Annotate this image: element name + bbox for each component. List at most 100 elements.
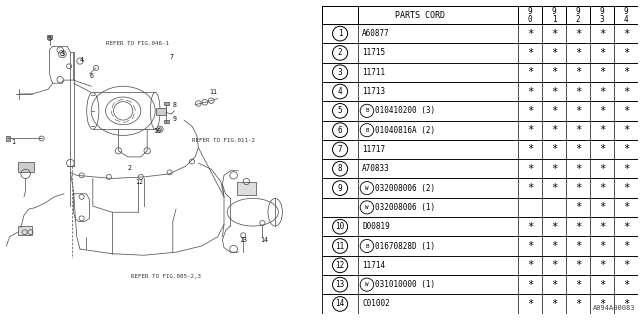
Bar [322, 140, 638, 159]
Text: *: * [575, 260, 581, 270]
Text: 8: 8 [338, 164, 342, 173]
Text: *: * [527, 280, 533, 290]
Text: *: * [575, 67, 581, 77]
Text: 11: 11 [335, 242, 345, 251]
Text: *: * [575, 222, 581, 232]
Text: *: * [623, 183, 629, 193]
Text: 11: 11 [209, 89, 217, 95]
Text: *: * [527, 299, 533, 309]
Bar [322, 294, 638, 314]
Text: *: * [599, 280, 605, 290]
Text: *: * [575, 241, 581, 251]
Text: B: B [365, 108, 369, 113]
Text: 1: 1 [11, 139, 15, 145]
Text: 010410200 (3): 010410200 (3) [375, 106, 435, 115]
Bar [156, 108, 166, 116]
Text: *: * [623, 28, 629, 39]
Text: *: * [527, 183, 533, 193]
Text: C01002: C01002 [362, 300, 390, 308]
Text: *: * [599, 222, 605, 232]
Text: 4: 4 [79, 57, 84, 63]
Text: 9
2: 9 2 [576, 7, 580, 24]
Text: 5: 5 [47, 36, 52, 42]
Text: W: W [365, 205, 369, 210]
Bar [237, 181, 256, 195]
Text: *: * [527, 67, 533, 77]
Text: *: * [551, 222, 557, 232]
Bar [18, 162, 34, 172]
Text: *: * [551, 67, 557, 77]
Text: *: * [623, 299, 629, 309]
Text: *: * [599, 144, 605, 155]
Text: *: * [575, 125, 581, 135]
Text: W: W [365, 186, 369, 191]
Text: *: * [527, 144, 533, 155]
Text: A70833: A70833 [362, 164, 390, 173]
Bar [322, 101, 638, 121]
Bar [322, 275, 638, 294]
Text: *: * [551, 28, 557, 39]
Text: *: * [527, 241, 533, 251]
Bar [322, 43, 638, 63]
Text: *: * [575, 280, 581, 290]
Text: 7: 7 [169, 54, 173, 60]
Text: 3: 3 [338, 68, 342, 77]
Text: REFER TO FIG.085-2,3: REFER TO FIG.085-2,3 [131, 274, 202, 279]
Text: 10: 10 [335, 222, 345, 231]
Text: *: * [527, 28, 533, 39]
Bar [322, 217, 638, 236]
Text: *: * [527, 125, 533, 135]
Text: *: * [599, 202, 605, 212]
Text: 12: 12 [135, 179, 143, 185]
Text: *: * [551, 106, 557, 116]
Text: 12: 12 [335, 261, 345, 270]
Text: 9: 9 [338, 184, 342, 193]
Text: 2: 2 [127, 165, 132, 171]
Bar [322, 63, 638, 82]
Text: *: * [527, 106, 533, 116]
Text: *: * [599, 86, 605, 97]
Text: *: * [551, 241, 557, 251]
Bar [322, 198, 638, 217]
Text: *: * [623, 241, 629, 251]
Text: *: * [599, 28, 605, 39]
Text: 032008006 (2): 032008006 (2) [375, 184, 435, 193]
Text: *: * [575, 28, 581, 39]
Text: 11715: 11715 [362, 48, 385, 57]
Text: 13: 13 [335, 280, 345, 289]
Bar [322, 6, 638, 24]
Text: *: * [623, 67, 629, 77]
Bar [322, 24, 638, 43]
Text: *: * [527, 86, 533, 97]
Text: *: * [599, 241, 605, 251]
Text: 13: 13 [239, 237, 247, 243]
Text: *: * [575, 299, 581, 309]
Text: B: B [365, 128, 369, 133]
Text: *: * [575, 144, 581, 155]
Text: 031010000 (1): 031010000 (1) [375, 280, 435, 289]
Text: *: * [527, 260, 533, 270]
Text: 7: 7 [338, 145, 342, 154]
Text: *: * [599, 67, 605, 77]
Text: 6: 6 [89, 73, 93, 78]
Text: 8: 8 [172, 102, 177, 108]
Text: 3: 3 [60, 51, 65, 57]
Text: *: * [599, 260, 605, 270]
Text: 01670828D (1): 01670828D (1) [375, 242, 435, 251]
Text: *: * [575, 202, 581, 212]
Text: 9: 9 [172, 116, 177, 122]
Text: 6: 6 [338, 126, 342, 135]
Bar [322, 179, 638, 198]
Bar [322, 121, 638, 140]
Text: *: * [599, 183, 605, 193]
Text: *: * [623, 202, 629, 212]
Text: *: * [527, 48, 533, 58]
Bar [164, 120, 169, 123]
Text: 9
3: 9 3 [600, 7, 604, 24]
Text: REFER TO FIG.046-1: REFER TO FIG.046-1 [106, 41, 169, 46]
Text: A60877: A60877 [362, 29, 390, 38]
Text: *: * [575, 48, 581, 58]
Text: PARTS CORD: PARTS CORD [395, 11, 445, 20]
Text: *: * [599, 125, 605, 135]
Text: *: * [623, 280, 629, 290]
